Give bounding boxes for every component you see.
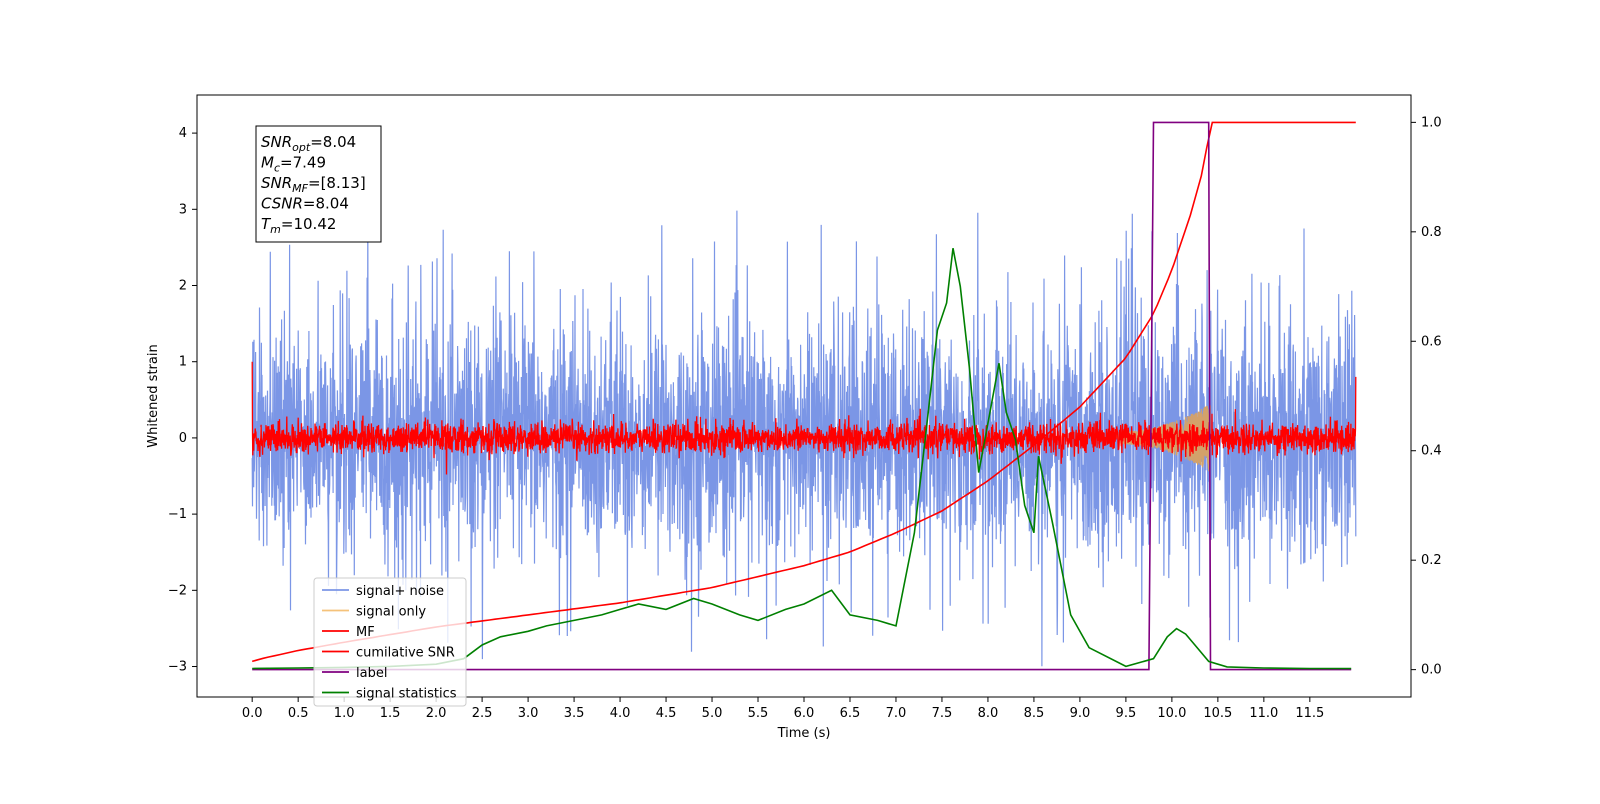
y-tick-label: 0 (179, 431, 187, 446)
x-tick-label: 5.5 (748, 706, 769, 721)
x-tick-label: 4.5 (656, 706, 677, 721)
x-axis: 0.0 0.5 1.0 1.5 2.0 2.5 3.0 3.5 4.0 4.5 5.0 5.5 6.0 6… (242, 697, 1324, 721)
x-tick-label: 10.5 (1203, 706, 1232, 721)
x-tick-label: 7.5 (932, 706, 953, 721)
y2-tick-label: 0.6 (1421, 334, 1442, 349)
legend-frame (313, 577, 467, 707)
annotation-line: SNRMF=[8.13] (261, 174, 366, 195)
y2-tick-label: 1.0 (1421, 115, 1442, 130)
y2-tick-label: 0.4 (1421, 444, 1442, 459)
x-tick-label: 1.5 (380, 706, 401, 721)
y-tick-label: 3 (179, 202, 187, 217)
series-signal-statistics-line (252, 248, 1352, 670)
x-tick-label: 11.5 (1295, 706, 1324, 721)
y-tick-label: 4 (179, 126, 187, 141)
series-label-line (252, 121, 1352, 671)
annotation-line: CSNR=8.04 (261, 195, 349, 213)
legend: signal+ noise signal only MF cumilative SNR… (313, 577, 467, 707)
legend-entry-label: signal+ noise (356, 584, 444, 599)
y-axis-right: 0.0 0.2 0.4 0.6 0.8 1.0 (1411, 115, 1442, 678)
x-tick-label: 0.5 (288, 706, 309, 721)
y2-tick-label: 0.2 (1421, 553, 1442, 568)
y-tick-label: −3 (168, 660, 187, 675)
y-tick-label: −2 (168, 583, 187, 598)
x-tick-label: 3.5 (564, 706, 585, 721)
x-tick-label: 9.5 (1116, 706, 1137, 721)
y-axis-label: Whitened strain (146, 344, 161, 447)
x-tick-label: 7.0 (886, 706, 907, 721)
annotation-line: Tm=10.42 (261, 215, 336, 236)
x-tick-label: 4.0 (610, 706, 631, 721)
x-tick-label: 5.0 (702, 706, 723, 721)
x-tick-label: 8.5 (1024, 706, 1045, 721)
series-signal-noise-line (251, 210, 1357, 667)
legend-entry-label: signal only (356, 605, 426, 620)
y-tick-label: 1 (179, 355, 187, 370)
y2-tick-label: 0.0 (1421, 663, 1442, 678)
x-tick-label: 2.0 (426, 706, 447, 721)
x-tick-label: 1.0 (334, 706, 355, 721)
x-tick-label: 11.0 (1249, 706, 1278, 721)
legend-entry-label: label (356, 666, 387, 681)
legend-entry-label: signal statistics (356, 687, 457, 702)
series-mf-line (251, 361, 1357, 475)
x-tick-label: 9.0 (1070, 706, 1091, 721)
y-tick-label: 2 (179, 279, 187, 294)
x-tick-label: 3.0 (518, 706, 539, 721)
annotation-line: Mc=7.49 (261, 154, 326, 175)
y-tick-label: −1 (168, 507, 187, 522)
y-axis-left: −3 −2 −1 0 1 2 3 4 (168, 126, 197, 675)
legend-entry-label: cumilative SNR (356, 646, 455, 661)
x-axis-label: Time (s) (777, 726, 831, 741)
x-tick-label: 10.0 (1157, 706, 1186, 721)
y2-tick-label: 0.8 (1421, 225, 1442, 240)
annotation-line: SNRopt=8.04 (261, 133, 356, 154)
x-tick-label: 6.5 (840, 706, 861, 721)
x-tick-label: 0.0 (242, 706, 263, 721)
legend-entry-label: MF (356, 625, 375, 640)
x-tick-label: 6.0 (794, 706, 815, 721)
x-tick-label: 8.0 (978, 706, 999, 721)
annotation-frame (255, 125, 382, 243)
x-tick-label: 2.5 (472, 706, 493, 721)
